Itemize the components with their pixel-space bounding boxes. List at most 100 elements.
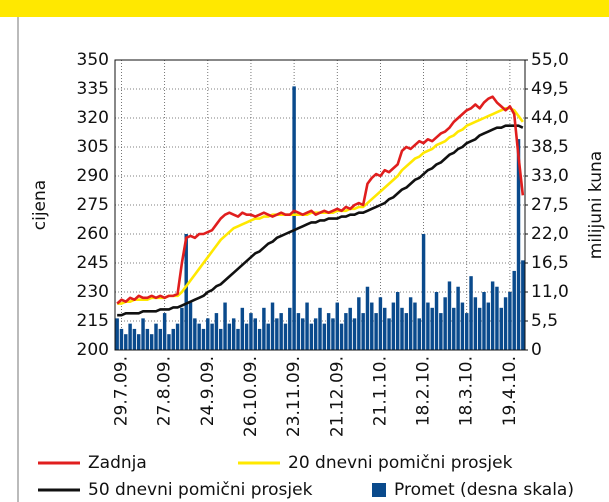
volume-bar xyxy=(400,307,404,350)
volume-bar xyxy=(244,323,249,350)
volume-bar xyxy=(206,318,210,350)
volume-bar xyxy=(279,313,283,350)
y-tick-label: 335 xyxy=(77,79,109,99)
volume-bar xyxy=(322,323,327,350)
volume-bar xyxy=(236,328,240,350)
volume-bar xyxy=(503,297,508,350)
volume-bar xyxy=(154,323,158,350)
volume-bar xyxy=(465,313,469,350)
volume-bar xyxy=(227,323,232,350)
x-tick-label: 27.8.09. xyxy=(155,356,175,426)
volume-bar xyxy=(413,302,417,350)
volume-bar xyxy=(283,323,288,350)
y2-tick-label: 44,0 xyxy=(531,108,569,128)
volume-bar xyxy=(305,302,309,350)
volume-bar xyxy=(214,313,219,350)
series-line xyxy=(116,95,525,305)
y-tick-label: 320 xyxy=(77,108,109,128)
volume-bar xyxy=(361,313,365,350)
volume-bar xyxy=(219,328,223,350)
series-line xyxy=(117,124,524,317)
header-band xyxy=(0,0,609,17)
volume-bar xyxy=(469,276,473,350)
volume-bar xyxy=(167,334,171,350)
x-tick-label: 21.1.10. xyxy=(370,356,390,426)
legend-label: Promet (desna skala) xyxy=(394,480,574,500)
y-tick-label: 245 xyxy=(77,253,109,273)
y2-tick-label: 22,0 xyxy=(531,224,569,244)
volume-bar xyxy=(339,323,344,350)
x-tick-label: 23.11.09. xyxy=(284,356,304,437)
x-tick-label: 21.12.09. xyxy=(327,356,347,437)
volume-bar xyxy=(231,318,236,350)
volume-bar xyxy=(288,307,292,350)
y-axis-label: cijena xyxy=(30,180,50,230)
y2-axis-label: milijuni kuna xyxy=(586,151,606,259)
volume-bar xyxy=(456,286,460,350)
x-tick-label: 18.3.10. xyxy=(457,356,477,426)
y2-tick-label: 16,5 xyxy=(531,253,569,273)
volume-bar xyxy=(460,302,465,350)
volume-bar xyxy=(296,313,301,350)
volume-bar xyxy=(175,323,180,350)
volume-bar xyxy=(443,297,447,350)
volume-bar xyxy=(318,307,322,350)
volume-bar xyxy=(370,302,374,350)
y2-tick-label: 49,5 xyxy=(531,79,569,99)
volume-bar xyxy=(171,328,175,350)
volume-bar xyxy=(495,286,499,350)
volume-bar xyxy=(508,292,512,350)
volume-bar xyxy=(395,292,400,350)
volume-bar xyxy=(486,302,491,350)
volume-bar xyxy=(331,318,335,350)
legend-label: 20 dnevni pomični prosjek xyxy=(288,453,513,473)
volume-bar xyxy=(344,313,348,350)
plot-frame xyxy=(114,59,526,351)
volume-bar xyxy=(430,307,434,350)
volume-bar xyxy=(180,307,184,350)
y2-tick-label: 5,5 xyxy=(531,311,558,331)
volume-bar xyxy=(128,323,132,350)
x-tick-label: 29.7.09. xyxy=(111,356,131,426)
volume-bar xyxy=(421,234,426,350)
x-tick-label: 18.2.10. xyxy=(414,356,434,426)
volume-bar xyxy=(119,328,124,350)
volume-bar xyxy=(309,323,314,350)
volume-bar xyxy=(417,318,421,350)
volume-bar xyxy=(193,318,197,350)
volume-bar xyxy=(313,318,318,350)
y-tick-label: 305 xyxy=(77,137,109,157)
volume-bar xyxy=(326,313,331,350)
y2-tick-label: 11,0 xyxy=(531,282,569,302)
y-tick-label: 290 xyxy=(77,166,109,186)
volume-bar xyxy=(335,302,339,350)
volume-bar xyxy=(124,334,128,350)
volume-bar xyxy=(149,334,154,350)
volume-bar xyxy=(201,328,206,350)
volume-bar xyxy=(365,286,370,350)
volume-bar xyxy=(439,313,443,350)
y2-tick-label: 38,5 xyxy=(531,137,569,157)
volume-bar xyxy=(253,318,257,350)
volume-bar xyxy=(408,297,413,350)
volume-bar xyxy=(266,323,270,350)
y-tick-label: 260 xyxy=(77,224,109,244)
x-tick-label: 26.10.09. xyxy=(241,356,261,437)
volume-bar xyxy=(223,302,227,350)
volume-bar xyxy=(516,139,521,350)
y-tick-label: 215 xyxy=(77,311,109,331)
x-tick-label: 19.4.10. xyxy=(500,356,520,426)
volume-bar xyxy=(249,313,253,350)
y2-tick-label: 27,5 xyxy=(531,195,569,215)
volume-bar xyxy=(482,292,486,350)
y-tick-label: 275 xyxy=(77,195,109,215)
y2-tick-label: 0 xyxy=(531,340,542,360)
volume-bar xyxy=(184,234,188,350)
volume-bar xyxy=(270,302,275,350)
y2-tick-label: 55,0 xyxy=(531,50,569,70)
volume-bar xyxy=(477,307,482,350)
volume-bar xyxy=(292,86,296,350)
volume-bar xyxy=(374,313,378,350)
y-tick-label: 230 xyxy=(77,282,109,302)
